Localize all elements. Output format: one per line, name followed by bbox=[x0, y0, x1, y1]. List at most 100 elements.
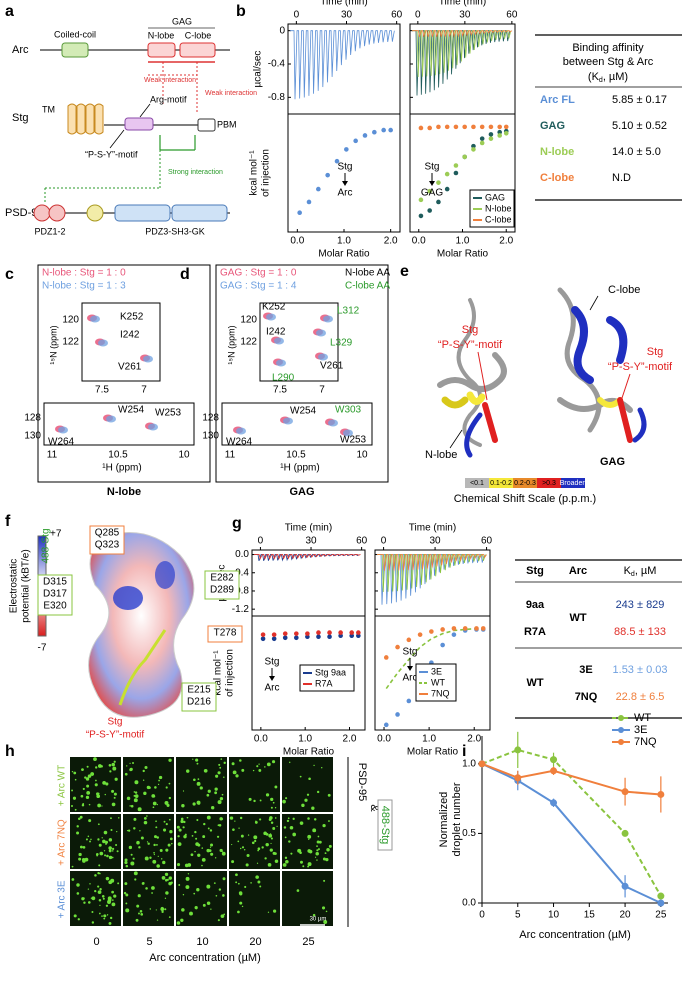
droplet bbox=[180, 819, 184, 824]
arrow-head bbox=[429, 181, 435, 186]
axis-title: ¹⁵N (ppm) bbox=[48, 325, 58, 364]
droplet bbox=[111, 802, 116, 807]
droplet bbox=[157, 783, 160, 786]
droplet bbox=[97, 764, 102, 768]
droplet bbox=[70, 804, 74, 807]
line bbox=[139, 103, 151, 118]
droplet bbox=[306, 793, 310, 796]
droplet bbox=[311, 806, 315, 810]
droplet bbox=[178, 828, 182, 832]
legend-label: N-lobe bbox=[485, 203, 512, 213]
isotherm-point bbox=[479, 140, 485, 146]
droplet bbox=[252, 769, 255, 772]
isotherm-point bbox=[353, 138, 358, 144]
droplet bbox=[111, 762, 115, 767]
droplet bbox=[269, 848, 273, 852]
droplet bbox=[98, 912, 101, 915]
x-tick-label: 1.0 bbox=[422, 734, 436, 745]
droplet bbox=[223, 776, 225, 778]
line bbox=[109, 129, 125, 149]
label: I242 bbox=[266, 327, 286, 338]
isotherm-point bbox=[282, 631, 288, 636]
annotation: Arc bbox=[265, 683, 280, 694]
raw-trace bbox=[412, 30, 513, 38]
isotherm-point bbox=[344, 147, 349, 152]
droplet bbox=[328, 844, 332, 848]
droplet bbox=[134, 878, 137, 881]
label: PDZ1-2 bbox=[34, 226, 65, 236]
droplet bbox=[197, 853, 201, 857]
tm-helix bbox=[76, 103, 86, 135]
droplet bbox=[87, 888, 90, 890]
scale-label: <0.1 bbox=[470, 480, 484, 487]
y-tick-label: 128 bbox=[202, 413, 219, 424]
droplet bbox=[156, 836, 160, 839]
droplet bbox=[213, 882, 216, 884]
isotherm-point bbox=[497, 133, 502, 138]
droplet bbox=[87, 774, 92, 778]
droplet bbox=[216, 835, 220, 838]
label: “P-S-Y”-motif bbox=[608, 361, 673, 373]
peak-label: W253 bbox=[155, 408, 182, 419]
droplet bbox=[74, 778, 77, 781]
droplet bbox=[103, 830, 108, 835]
droplet bbox=[259, 885, 262, 888]
point bbox=[621, 788, 629, 796]
droplet bbox=[143, 820, 148, 825]
droplet bbox=[79, 815, 83, 819]
droplet bbox=[80, 794, 84, 798]
x-tick-label: 7.5 bbox=[273, 385, 287, 396]
isotherm-point bbox=[427, 125, 432, 131]
label: Stg bbox=[647, 346, 664, 358]
droplet bbox=[146, 815, 148, 817]
droplet bbox=[118, 817, 120, 819]
isotherm-point bbox=[383, 655, 389, 660]
droplet bbox=[288, 840, 291, 843]
droplet bbox=[259, 818, 262, 821]
domain-box bbox=[114, 204, 171, 222]
spectrum-frame bbox=[221, 402, 373, 446]
isotherm-point bbox=[453, 163, 459, 168]
droplet bbox=[94, 874, 97, 877]
ribbon bbox=[441, 396, 469, 409]
droplet bbox=[147, 842, 150, 845]
droplet bbox=[93, 757, 97, 762]
residue-label: D317 bbox=[43, 589, 67, 600]
y-tick-label: 122 bbox=[240, 337, 257, 348]
droplet bbox=[103, 914, 107, 918]
isotherm-point bbox=[480, 626, 486, 631]
axis-title: Arc concentration (µM) bbox=[519, 929, 630, 941]
isotherm-point bbox=[436, 124, 441, 130]
droplet bbox=[154, 786, 157, 789]
y-tick-label: 122 bbox=[62, 337, 79, 348]
droplet bbox=[267, 911, 270, 913]
x-tick-label: 10.5 bbox=[286, 450, 306, 461]
droplet bbox=[108, 855, 113, 860]
droplet bbox=[98, 843, 102, 847]
legend-label: C-lobe bbox=[485, 214, 512, 224]
panel-frame bbox=[37, 264, 211, 483]
droplet bbox=[221, 850, 223, 853]
panel-name: GAG bbox=[289, 486, 314, 498]
legend-label: 7NQ bbox=[634, 736, 657, 748]
column-label: 0 bbox=[93, 936, 99, 948]
y-tick-label: 120 bbox=[240, 315, 257, 326]
droplet bbox=[84, 776, 87, 779]
droplet bbox=[318, 840, 322, 844]
droplet bbox=[201, 864, 203, 867]
droplet bbox=[307, 834, 312, 839]
x-tick-label: 0 bbox=[381, 536, 387, 547]
droplet bbox=[105, 876, 110, 881]
label: “P-S-Y”-motif bbox=[85, 149, 138, 159]
peak bbox=[328, 419, 338, 427]
droplet bbox=[102, 897, 105, 900]
droplet bbox=[263, 831, 267, 836]
droplet bbox=[312, 913, 316, 917]
row-label: + Arc WT bbox=[57, 765, 68, 806]
kd-value: 5.85 ± 0.17 bbox=[612, 94, 667, 106]
droplet bbox=[235, 873, 238, 877]
droplet bbox=[151, 794, 156, 798]
raw-trace bbox=[377, 554, 487, 571]
isotherm-point bbox=[471, 124, 476, 130]
droplet bbox=[270, 821, 274, 824]
